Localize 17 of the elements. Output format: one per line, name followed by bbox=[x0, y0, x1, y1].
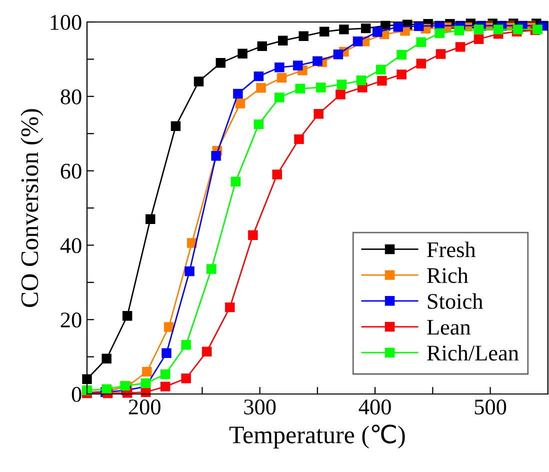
y-tick-label: 40 bbox=[60, 238, 82, 254]
legend-label: Rich/Lean bbox=[427, 344, 519, 361]
x-tick-label: 200 bbox=[128, 400, 160, 414]
legend-label: Fresh bbox=[427, 242, 476, 258]
legend-label: Lean bbox=[427, 320, 471, 335]
y-tick-label: 80 bbox=[60, 89, 82, 104]
x-axis-title: Temperature (℃) bbox=[229, 424, 405, 448]
x-tick-label: 400 bbox=[358, 400, 391, 414]
y-tick-label: 0 bbox=[72, 386, 82, 402]
x-tick-label: 500 bbox=[474, 400, 506, 414]
x-tick-label: 300 bbox=[244, 400, 276, 414]
legend-label: Rich bbox=[427, 267, 468, 284]
y-tick-label: 60 bbox=[60, 164, 82, 179]
legend-label: Stoich bbox=[428, 293, 483, 309]
y-tick-label: 100 bbox=[50, 14, 82, 30]
y-tick-label: 20 bbox=[60, 312, 82, 328]
y-axis-title: CO Conversion (%) bbox=[20, 109, 44, 307]
